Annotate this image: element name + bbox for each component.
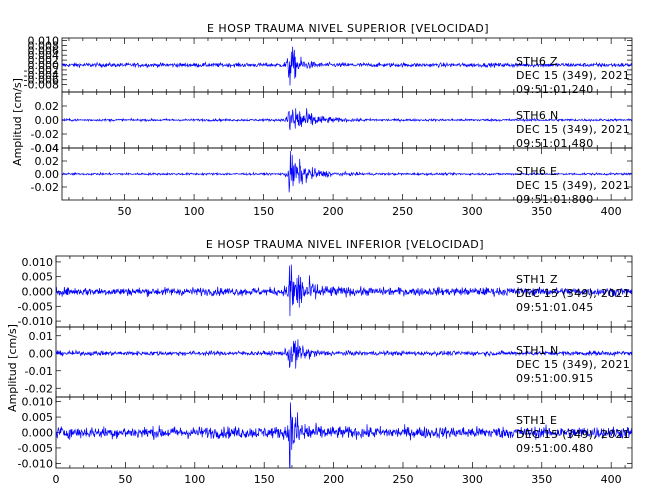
upper-chart-ylabel: Amplitud [cm/s]: [11, 78, 24, 166]
time-label: 09:51:01.240: [516, 83, 594, 96]
y-tick-label: -0.005: [18, 300, 53, 313]
y-tick-label: 0.004: [28, 49, 60, 62]
y-tick-label: 0.005: [22, 271, 54, 284]
y-tick-label: 0.02: [35, 155, 60, 168]
x-tick-label: 100: [184, 205, 205, 218]
date-label: DEC 15 (349), 2021: [516, 179, 630, 192]
station-label: STH1 E: [516, 414, 557, 427]
y-tick-label: 0.008: [28, 39, 60, 52]
y-tick-label: -0.010: [18, 315, 53, 328]
station-label: STH1 Z: [516, 273, 558, 286]
x-tick-label: 350: [531, 473, 552, 486]
y-tick-label: 0.006: [28, 44, 60, 57]
seismic-trace: [62, 46, 632, 86]
x-tick-label: 300: [462, 473, 483, 486]
y-tick-label: 0.000: [22, 427, 54, 440]
x-tick-label: 150: [254, 473, 275, 486]
y-tick-label: 0.00: [35, 114, 60, 127]
date-label: DEC 15 (349), 2021: [516, 287, 630, 300]
date-label: DEC 15 (349), 2021: [516, 428, 630, 441]
y-tick-label: 0.01: [29, 330, 54, 343]
station-label: STH1 N: [516, 344, 559, 357]
x-tick-label: 100: [184, 473, 205, 486]
y-tick-label: -0.004: [24, 69, 59, 82]
upper-chart-title: E HOSP TRAUMA NIVEL SUPERIOR [VELOCIDAD]: [207, 22, 489, 35]
seismic-trace: [56, 339, 632, 369]
x-tick-label: 200: [323, 205, 344, 218]
x-tick-label: 350: [531, 205, 552, 218]
y-tick-label: 0.010: [22, 396, 54, 409]
y-tick-label: 0.00: [29, 347, 54, 360]
x-tick-label: 400: [601, 473, 622, 486]
x-tick-label: 200: [323, 473, 344, 486]
x-tick-label: 0: [53, 473, 60, 486]
y-tick-label: -0.002: [24, 64, 59, 77]
time-label: 09:51:01.480: [516, 137, 594, 150]
time-label: 09:51:01.800: [516, 193, 594, 206]
x-tick-label: 50: [118, 473, 132, 486]
y-tick-label: 0.010: [22, 256, 54, 269]
x-tick-label: 50: [118, 205, 132, 218]
seismic-trace: [56, 402, 632, 468]
y-tick-label: -0.005: [18, 442, 53, 455]
lower-chart-title: E HOSP TRAUMA NIVEL INFERIOR [VELOCIDAD]: [206, 238, 484, 251]
lower-chart-ylabel: Amplitud [cm/s]: [6, 324, 19, 412]
y-tick-label: -0.01: [25, 365, 53, 378]
station-label: STH6 N: [516, 109, 559, 122]
y-tick-label: -0.02: [31, 128, 59, 141]
y-tick-label: -0.010: [18, 457, 53, 470]
x-tick-label: 400: [601, 205, 622, 218]
y-tick-label: 0.00: [35, 168, 60, 181]
time-label: 09:51:01.045: [516, 301, 594, 314]
trace-panel: -0.008-0.006-0.004-0.0020.0000.0020.0040…: [24, 34, 633, 96]
y-tick-label: 0.010: [28, 34, 60, 47]
seismic-trace: [62, 108, 632, 131]
y-tick-label: -0.008: [24, 79, 59, 92]
y-tick-label: 0.04: [35, 142, 60, 155]
time-label: 09:51:00.915: [516, 372, 594, 385]
y-tick-label: -0.02: [31, 181, 59, 194]
y-tick-label: -0.04: [31, 142, 59, 155]
station-label: STH6 E: [516, 165, 557, 178]
lower-level-chart: E HOSP TRAUMA NIVEL INFERIOR [VELOCIDAD]…: [6, 238, 633, 486]
date-label: DEC 15 (349), 2021: [516, 358, 630, 371]
date-label: DEC 15 (349), 2021: [516, 69, 630, 82]
x-tick-label: 250: [392, 473, 413, 486]
y-tick-label: -0.02: [25, 382, 53, 395]
station-label: STH6 Z: [516, 55, 558, 68]
x-tick-label: 250: [392, 205, 413, 218]
y-tick-label: 0.000: [28, 59, 60, 72]
x-tick-label: 300: [462, 205, 483, 218]
time-label: 09:51:00.480: [516, 442, 594, 455]
y-tick-label: -0.006: [24, 74, 59, 87]
y-tick-label: 0.005: [22, 411, 54, 424]
y-tick-label: 0.002: [28, 54, 60, 67]
date-label: DEC 15 (349), 2021: [516, 123, 630, 136]
y-tick-label: 0.000: [22, 286, 54, 299]
seismic-trace: [56, 264, 632, 317]
x-tick-label: 150: [253, 205, 274, 218]
seismic-trace: [62, 151, 632, 193]
y-tick-label: 0.02: [35, 100, 60, 113]
upper-level-chart: E HOSP TRAUMA NIVEL SUPERIOR [VELOCIDAD]…: [11, 22, 633, 218]
